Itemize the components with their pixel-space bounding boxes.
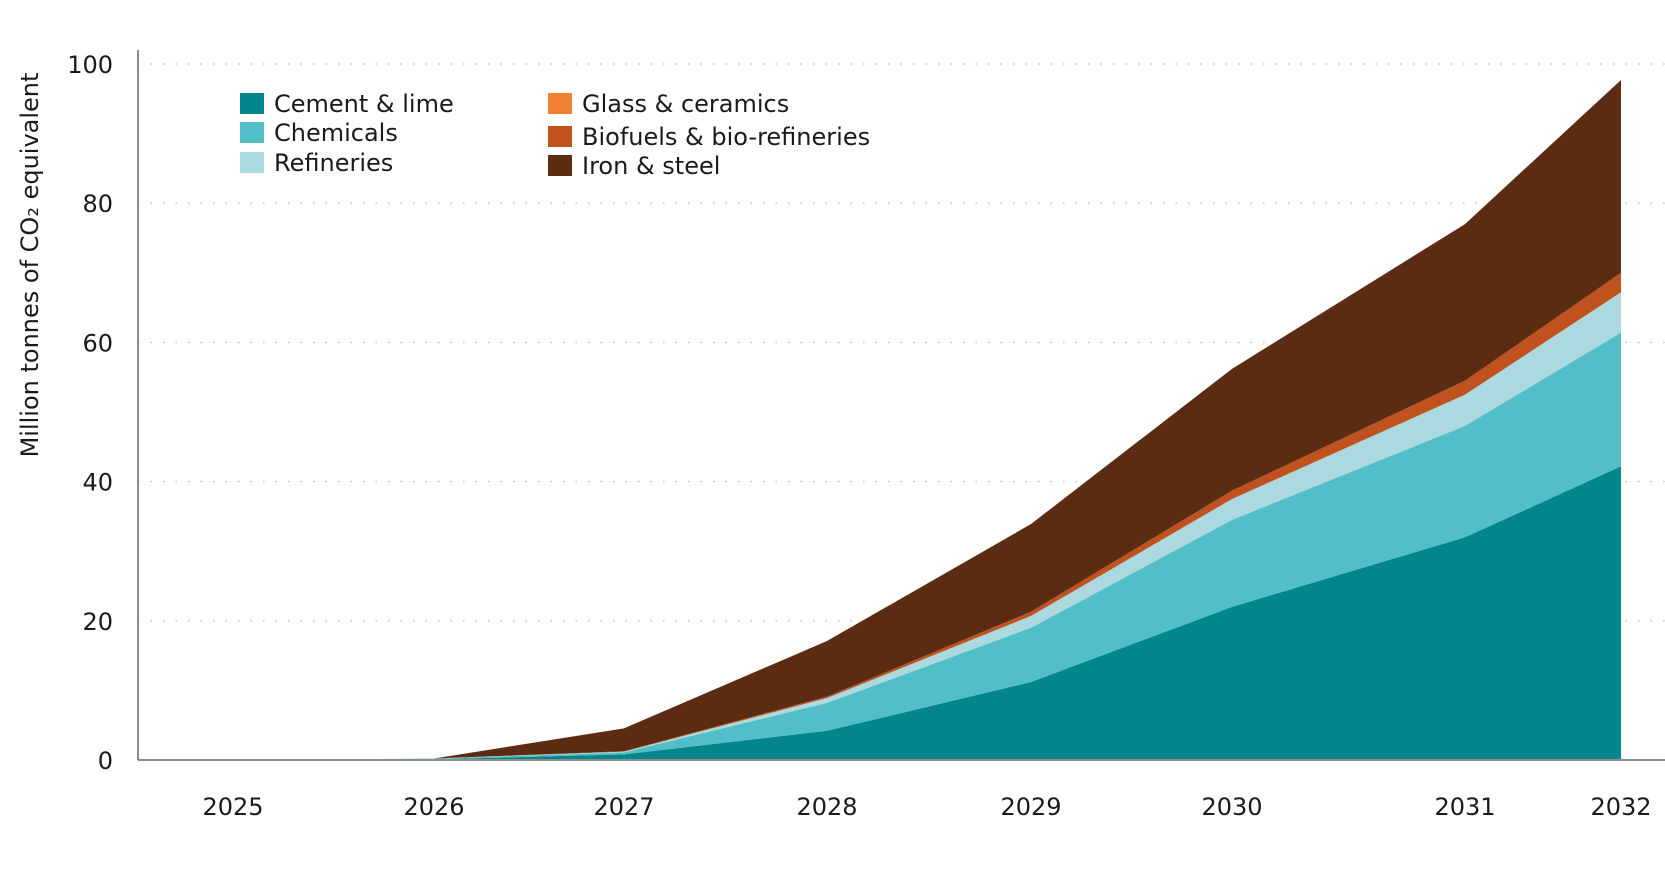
y-tick-labels: 0 20 40 60 80 100 bbox=[67, 51, 113, 775]
legend-item-iron-steel: Iron & steel bbox=[548, 152, 720, 180]
x-tick-labels: 2025 2026 2027 2028 2029 2030 2031 2032 bbox=[202, 793, 1651, 821]
legend-swatch-cement-lime bbox=[240, 93, 264, 114]
x-tick-label-2027: 2027 bbox=[593, 793, 654, 821]
legend-swatch-refineries bbox=[240, 152, 264, 173]
x-tick-label-2032: 2032 bbox=[1590, 793, 1651, 821]
legend-label-iron-steel: Iron & steel bbox=[582, 152, 720, 180]
legend-swatch-biofuels-bio-refineries bbox=[548, 126, 572, 147]
area-chemicals bbox=[233, 332, 1621, 760]
legend-swatch-glass-ceramics bbox=[548, 93, 572, 114]
x-tick-label-2030: 2030 bbox=[1201, 793, 1262, 821]
x-tick-label-2025: 2025 bbox=[202, 793, 263, 821]
area-series bbox=[233, 80, 1621, 760]
legend-label-refineries: Refineries bbox=[274, 149, 393, 177]
y-tick-label-40: 40 bbox=[82, 469, 113, 497]
legend-swatch-chemicals bbox=[240, 122, 264, 143]
y-tick-label-60: 60 bbox=[82, 329, 113, 357]
x-tick-label-2028: 2028 bbox=[796, 793, 857, 821]
legend-item-biofuels-bio-refineries: Biofuels & bio-refineries bbox=[548, 123, 870, 151]
legend-item-glass-ceramics: Glass & ceramics bbox=[548, 90, 789, 118]
legend-swatch-iron-steel bbox=[548, 155, 572, 176]
area-cement-lime bbox=[233, 466, 1621, 760]
legend-label-biofuels-bio-refineries: Biofuels & bio-refineries bbox=[582, 123, 870, 151]
y-tick-label-100: 100 bbox=[67, 51, 113, 79]
x-tick-label-2031: 2031 bbox=[1434, 793, 1495, 821]
x-tick-label-2029: 2029 bbox=[1000, 793, 1061, 821]
y-tick-label-20: 20 bbox=[82, 608, 113, 636]
area-iron-steel bbox=[233, 80, 1621, 760]
legend-label-cement-lime: Cement & lime bbox=[274, 90, 454, 118]
legend-label-chemicals: Chemicals bbox=[274, 119, 398, 147]
legend-item-refineries: Refineries bbox=[240, 149, 393, 177]
axes bbox=[137, 50, 1665, 761]
y-tick-label-80: 80 bbox=[82, 190, 113, 218]
y-axis-title: Million tonnes of CO₂ equivalent bbox=[16, 73, 44, 458]
legend-label-glass-ceramics: Glass & ceramics bbox=[582, 90, 789, 118]
legend-item-chemicals: Chemicals bbox=[240, 119, 398, 147]
legend-item-cement-lime: Cement & lime bbox=[240, 90, 454, 118]
y-tick-label-0: 0 bbox=[98, 747, 113, 775]
x-tick-label-2026: 2026 bbox=[403, 793, 464, 821]
